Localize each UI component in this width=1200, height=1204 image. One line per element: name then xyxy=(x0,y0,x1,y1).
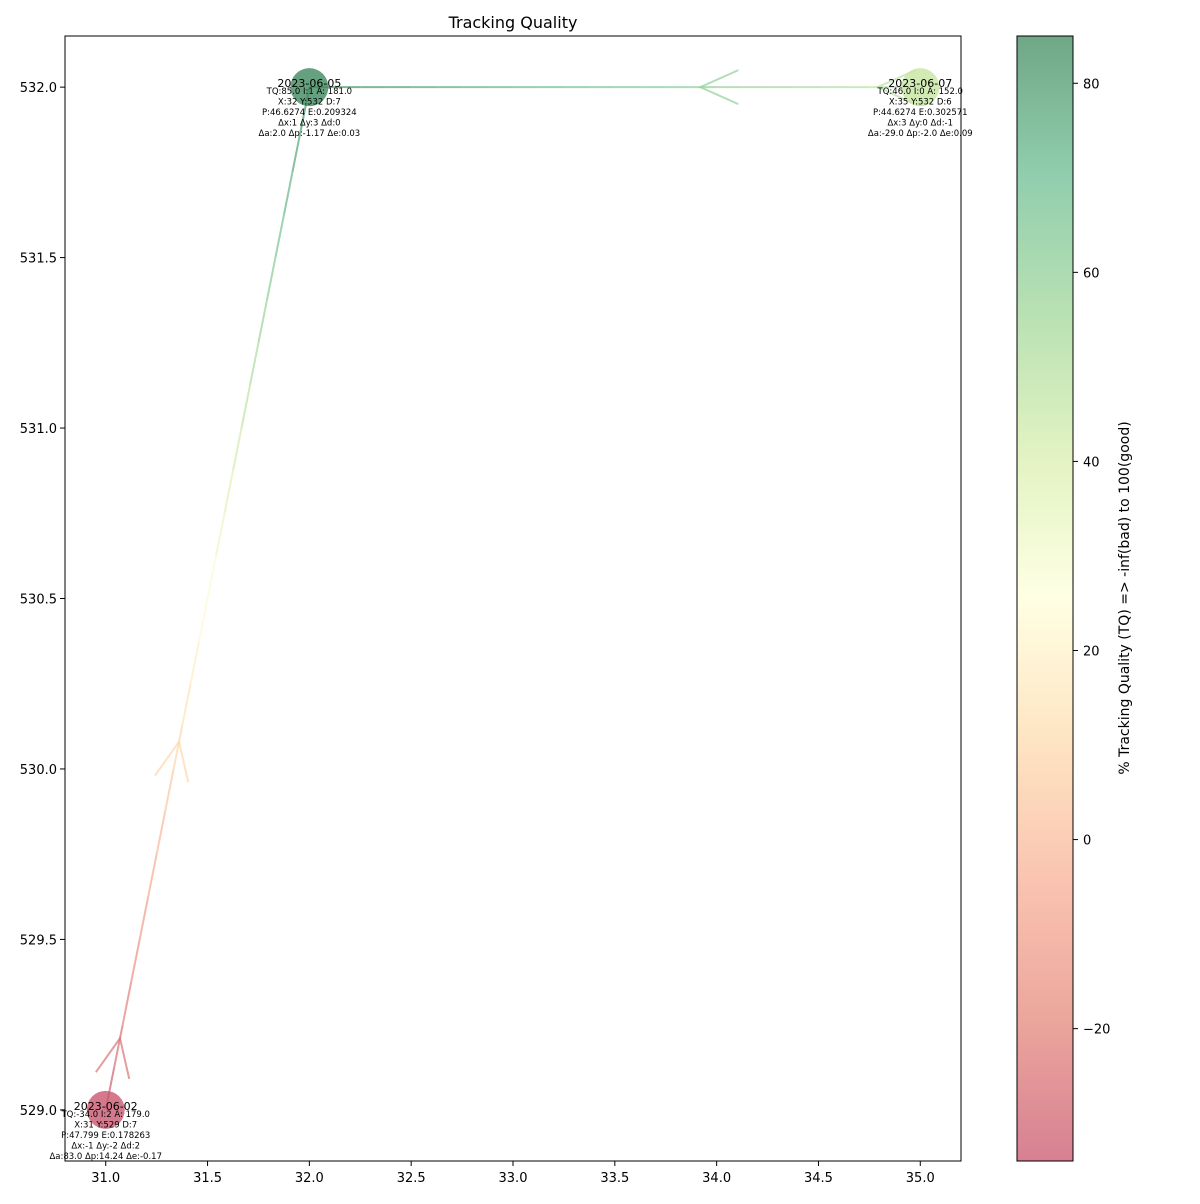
trajectory-segment xyxy=(232,427,243,471)
point-detail-label: Δx:3 Δy:0 Δd:-1 xyxy=(887,119,953,129)
x-tick-label: 31.5 xyxy=(193,1171,222,1186)
x-tick-label: 34.0 xyxy=(702,1171,731,1186)
trajectory-segment xyxy=(274,214,285,258)
point-detail-label: X:35 Y:532 D:6 xyxy=(889,98,952,108)
colorbar-tick-label: −20 xyxy=(1083,1023,1110,1038)
y-tick-label: 530.5 xyxy=(20,593,57,608)
plot-area-frame xyxy=(64,35,962,1162)
point-detail-label: Δx:1 Δy:3 Δd:0 xyxy=(278,119,341,129)
point-detail-label: Δa:2.0 Δp:-1.17 Δe:0.03 xyxy=(259,129,361,139)
trajectory-segment xyxy=(282,172,294,216)
x-tick-label: 31.0 xyxy=(91,1171,120,1186)
colorbar-tick-label: 80 xyxy=(1083,77,1100,92)
x-tick-label: 33.5 xyxy=(600,1171,629,1186)
x-tick-label: 34.5 xyxy=(804,1171,833,1186)
point-detail-label: Δa:83.0 Δp:14.24 Δe:-0.17 xyxy=(49,1152,162,1162)
point-detail-label: P:47.799 E:0.178263 xyxy=(61,1131,150,1141)
y-tick-label: 530.0 xyxy=(20,763,57,778)
trajectory-segment xyxy=(164,768,175,812)
y-tick-label: 529.0 xyxy=(20,1104,57,1119)
arrows-layer xyxy=(95,69,921,1111)
colorbar-ticks: −20 0 20 40 60 80 xyxy=(1073,77,1110,1038)
y-tick-label: 531.0 xyxy=(20,422,57,437)
colorbar-gradient xyxy=(1016,35,1074,1162)
track-point xyxy=(86,1090,125,1129)
point-detail-label: TQ:-34.0 I:2 A: 179.0 xyxy=(60,1110,150,1120)
point-detail-label: P:44.6274 E:0.302571 xyxy=(873,108,968,118)
point-detail-label: Δa:-29.0 Δp:-2.0 Δe:0.09 xyxy=(868,129,973,139)
point-detail-label: TQ:85.0 I:1 A: 181.0 xyxy=(266,87,352,97)
colorbar: −20 0 20 40 60 80 % Tracking Quality (TQ) => … xyxy=(1016,35,1133,1162)
point-detail-label: Δx:-1 Δy:-2 Δd:2 xyxy=(71,1141,140,1151)
trajectory-segment xyxy=(113,1024,124,1068)
trajectory-segment xyxy=(240,385,251,429)
trajectory-segment xyxy=(257,300,268,344)
x-tick-label: 35.0 xyxy=(906,1171,935,1186)
x-axis: 31.0 31.5 32.0 32.5 33.0 33.5 34.0 34.5 35.0 xyxy=(91,1161,935,1186)
point-detail-label: X:32 Y:532 D:7 xyxy=(278,98,341,108)
trajectory-segment xyxy=(248,342,260,386)
trajectory-segment xyxy=(189,640,201,684)
trajectory-segment xyxy=(291,129,302,173)
y-tick-label: 532.0 xyxy=(20,81,57,96)
x-tick-label: 32.5 xyxy=(397,1171,426,1186)
trajectory-segment xyxy=(206,555,218,599)
trajectory-segment xyxy=(223,470,234,514)
trajectory-segment xyxy=(130,939,141,983)
x-tick-label: 32.0 xyxy=(295,1171,324,1186)
trajectory-segment xyxy=(147,853,158,897)
colorbar-label: % Tracking Quality (TQ) => -inf(bad) to … xyxy=(1117,421,1133,774)
trajectory-segment xyxy=(138,896,150,940)
point-date-label: 2023-06-02 xyxy=(74,1100,138,1113)
chart-title: Tracking Quality xyxy=(448,13,578,32)
point-detail-label: P:46.6274 E:0.209324 xyxy=(262,108,357,118)
arrowhead xyxy=(875,69,916,106)
colorbar-tick-label: 40 xyxy=(1083,455,1100,470)
y-axis: 529.0 529.5 530.0 530.5 531.0 531.5 532.0 xyxy=(20,81,65,1119)
trajectory-segment xyxy=(265,257,277,301)
y-tick-label: 529.5 xyxy=(20,933,57,948)
arrowhead xyxy=(95,1035,131,1080)
trajectory-segment xyxy=(121,981,133,1025)
trajectory-segment xyxy=(181,683,192,727)
point-detail-label: TQ:46.0 I:0 A: 152.0 xyxy=(877,87,963,97)
x-tick-label: 33.0 xyxy=(499,1171,528,1186)
trajectory-segment xyxy=(172,726,184,770)
trajectory-segment xyxy=(155,811,167,855)
point-detail-label: X:31 Y:529 D:7 xyxy=(74,1120,137,1130)
arrowhead xyxy=(697,69,739,106)
trajectory-segment xyxy=(198,598,209,642)
colorbar-tick-label: 60 xyxy=(1083,266,1100,281)
track-point xyxy=(290,68,329,107)
arrowhead xyxy=(154,739,190,783)
colorbar-tick-label: 0 xyxy=(1083,834,1091,849)
point-date-label: 2023-06-07 xyxy=(888,77,952,90)
y-tick-label: 531.5 xyxy=(20,252,57,267)
colorbar-tick-label: 20 xyxy=(1083,644,1100,659)
track-point xyxy=(901,68,940,107)
point-date-label: 2023-06-05 xyxy=(277,77,341,90)
trajectory-segment xyxy=(215,513,226,557)
